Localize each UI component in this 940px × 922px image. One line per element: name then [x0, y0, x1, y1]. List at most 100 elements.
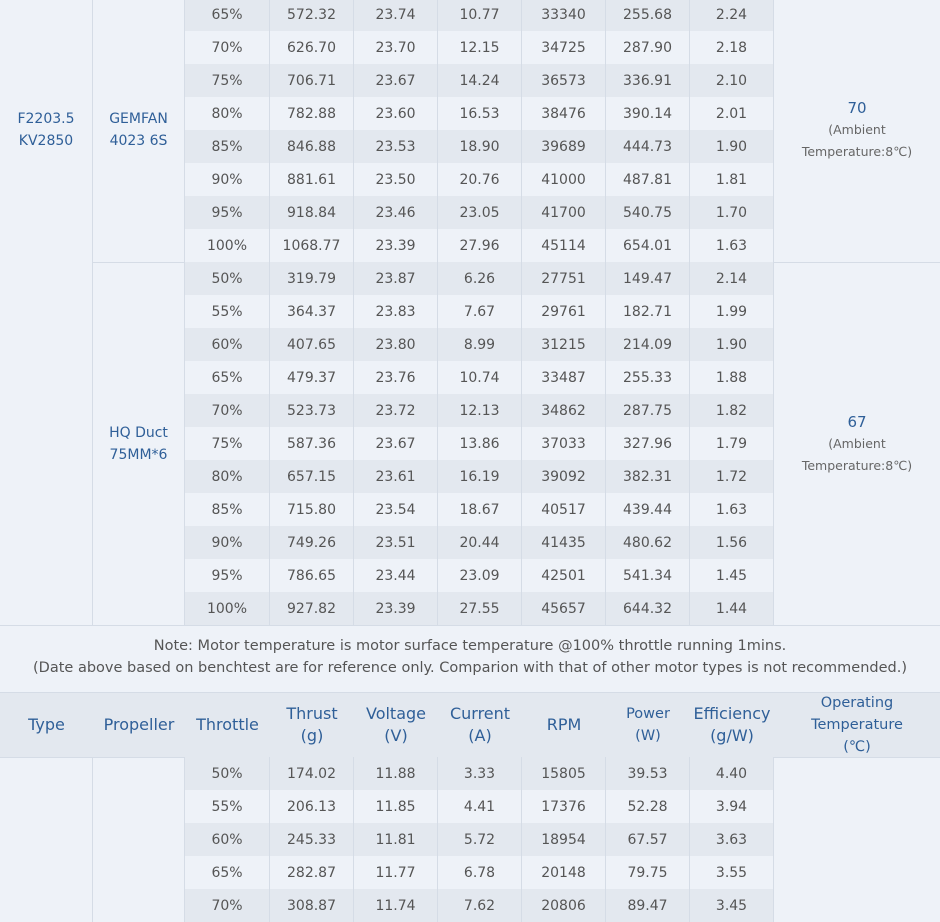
efficiency-cell-text: 2.24 [715, 6, 748, 23]
efficiency-cell-text: 3.45 [715, 897, 748, 914]
efficiency-cell-text: 1.90 [715, 336, 748, 353]
power-cell: 52.28 [606, 790, 690, 823]
rpm-cell-text: 27751 [541, 270, 586, 287]
power-cell: 287.75 [606, 394, 690, 427]
thrust-cell: 174.02 [270, 757, 354, 790]
current-cell-text: 14.24 [459, 72, 500, 89]
efficiency-cell-text: 2.10 [715, 72, 748, 89]
header-label: Voltage (V) [365, 703, 426, 745]
power-cell-text: 89.47 [627, 897, 668, 914]
thrust-cell-text: 918.84 [287, 204, 336, 221]
voltage-cell: 23.72 [354, 394, 438, 427]
thrust-cell-text: 245.33 [287, 831, 336, 848]
rpm-cell-text: 39689 [541, 138, 586, 155]
power-cell: 182.71 [606, 295, 690, 328]
header-propeller: Propeller [93, 692, 185, 757]
voltage-cell: 23.44 [354, 559, 438, 592]
current-cell: 3.33 [438, 757, 522, 790]
thrust-cell: 626.70 [270, 31, 354, 64]
throttle-cell: 95% [185, 559, 270, 592]
current-cell: 13.86 [438, 427, 522, 460]
rpm-cell-text: 33487 [541, 369, 586, 386]
voltage-cell-text: 23.46 [375, 204, 416, 221]
current-cell: 14.24 [438, 64, 522, 97]
current-cell: 5.72 [438, 823, 522, 856]
header-label: Efficiency (g/W) [693, 703, 771, 745]
rpm-cell: 40517 [522, 493, 606, 526]
throttle-cell: 85% [185, 493, 270, 526]
voltage-cell-text: 23.39 [375, 237, 416, 254]
thrust-cell-text: 364.37 [287, 303, 336, 320]
power-cell: 255.33 [606, 361, 690, 394]
thrust-cell: 927.82 [270, 592, 354, 625]
thrust-cell: 786.65 [270, 559, 354, 592]
power-cell: 336.91 [606, 64, 690, 97]
efficiency-cell-text: 1.88 [715, 369, 748, 386]
power-cell-text: 439.44 [623, 501, 672, 518]
throttle-cell-text: 50% [211, 765, 243, 782]
throttle-cell-text: 65% [211, 369, 243, 386]
voltage-cell: 11.77 [354, 856, 438, 889]
thrust-cell-text: 206.13 [287, 798, 336, 815]
throttle-cell: 65% [185, 0, 270, 31]
voltage-cell: 23.50 [354, 163, 438, 196]
throttle-cell-text: 95% [211, 204, 243, 221]
thrust-cell-text: 1068.77 [282, 237, 341, 254]
voltage-cell: 23.39 [354, 592, 438, 625]
ambient-temperature-note: (Ambient Temperature:8℃) [801, 435, 913, 473]
current-cell: 16.19 [438, 460, 522, 493]
efficiency-cell: 3.94 [690, 790, 774, 823]
voltage-cell: 23.60 [354, 97, 438, 130]
current-cell: 8.99 [438, 328, 522, 361]
rpm-cell-text: 41700 [541, 204, 586, 221]
voltage-cell-text: 23.44 [375, 567, 416, 584]
throttle-cell-text: 80% [211, 105, 243, 122]
current-cell: 4.41 [438, 790, 522, 823]
efficiency-cell: 1.81 [690, 163, 774, 196]
rpm-cell: 33487 [522, 361, 606, 394]
rpm-cell: 42501 [522, 559, 606, 592]
rpm-cell: 41700 [522, 196, 606, 229]
throttle-cell: 55% [185, 295, 270, 328]
rpm-cell-text: 17376 [541, 798, 586, 815]
current-cell: 20.76 [438, 163, 522, 196]
rpm-cell-text: 41435 [541, 534, 586, 551]
rpm-cell: 39092 [522, 460, 606, 493]
current-cell: 10.77 [438, 0, 522, 31]
power-cell-text: 327.96 [623, 435, 672, 452]
power-cell: 654.01 [606, 229, 690, 262]
power-cell-text: 654.01 [623, 237, 672, 254]
thrust-cell: 308.87 [270, 889, 354, 922]
rpm-cell-text: 40517 [541, 501, 586, 518]
power-cell: 644.32 [606, 592, 690, 625]
thrust-cell: 479.37 [270, 361, 354, 394]
efficiency-cell: 3.63 [690, 823, 774, 856]
voltage-cell-text: 23.74 [375, 6, 416, 23]
throttle-cell-text: 65% [211, 864, 243, 881]
rpm-cell-text: 20148 [541, 864, 586, 881]
efficiency-cell-text: 1.56 [715, 534, 748, 551]
power-cell: 480.62 [606, 526, 690, 559]
operating-temperature-cell: 70 (Ambient Temperature:8℃) [774, 0, 940, 262]
throttle-cell: 65% [185, 361, 270, 394]
current-cell: 10.74 [438, 361, 522, 394]
header-thrust: Thrust (g) [270, 692, 354, 757]
efficiency-cell: 1.72 [690, 460, 774, 493]
voltage-cell: 11.81 [354, 823, 438, 856]
current-cell: 6.78 [438, 856, 522, 889]
rpm-cell-text: 45114 [541, 237, 586, 254]
thrust-cell-text: 308.87 [287, 897, 336, 914]
current-cell-text: 10.74 [459, 369, 500, 386]
power-cell: 382.31 [606, 460, 690, 493]
power-cell: 390.14 [606, 97, 690, 130]
efficiency-cell-text: 3.94 [715, 798, 748, 815]
thrust-cell-text: 846.88 [287, 138, 336, 155]
header-label: Power (W) [626, 705, 670, 744]
efficiency-cell-text: 1.63 [715, 237, 748, 254]
rpm-cell: 41435 [522, 526, 606, 559]
throttle-cell-text: 60% [211, 831, 243, 848]
throttle-cell: 70% [185, 394, 270, 427]
efficiency-cell-text: 1.99 [715, 303, 748, 320]
current-cell-text: 7.62 [463, 897, 496, 914]
current-cell-text: 12.13 [459, 402, 500, 419]
